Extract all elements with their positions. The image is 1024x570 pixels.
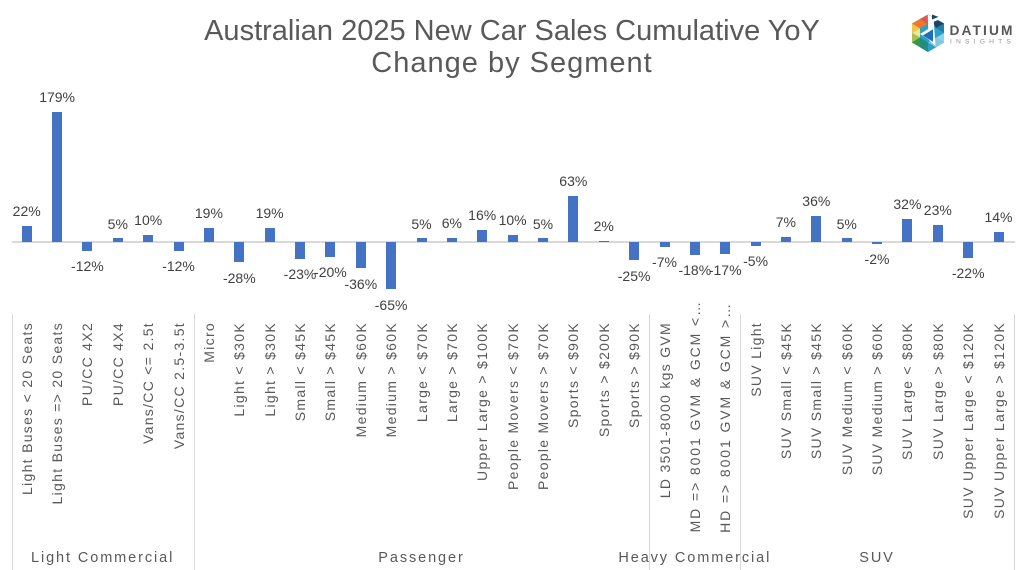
svg-text:INSIGHTS: INSIGHTS: [950, 38, 1015, 45]
svg-text:DATIUM: DATIUM: [950, 23, 1015, 38]
